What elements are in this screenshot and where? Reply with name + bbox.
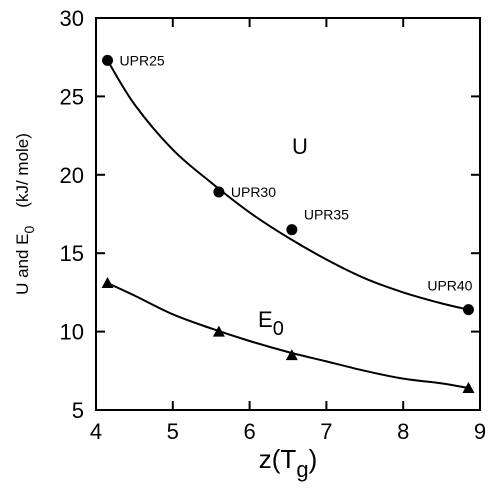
y-axis-label-units: (kJ/ mole) [13,133,32,208]
y-axis-label-sub: 0 [21,225,37,233]
data-point-e0 [462,382,475,394]
x-tick-label: 9 [474,419,486,444]
data-point-u [102,54,114,66]
point-label: UPR40 [427,278,472,294]
y-tick-label: 30 [60,6,84,31]
fit-curves [106,59,469,390]
point-labels: UPR25 UPR30 UPR35 UPR40 [120,52,473,293]
plot-frame [95,17,481,411]
y-axis-label: U and E0 (kJ/ mole) [13,133,37,295]
data-point-u [286,224,298,236]
x-tick-label: 6 [243,419,255,444]
y-axis-label-main: U and E [13,233,32,294]
x-axis-label-sub: g [296,457,308,482]
curve-label-e0-main: E [258,307,273,332]
y-tick-label: 10 [60,320,84,345]
y-tick-label: 5 [72,398,84,423]
x-tick-label: 7 [320,419,332,444]
curve-label-e0: E0 [258,307,284,340]
x-tick-label: 4 [90,419,102,444]
x-axis-label: z(Tg) [259,444,317,482]
y-axis-label-group: U and E0 (kJ/ mole) [13,133,37,295]
point-label: UPR35 [304,207,349,223]
data-points [101,54,475,394]
curve-label-e0-sub: 0 [273,318,284,340]
data-point-u [462,304,474,316]
curve-label-u: U [292,134,308,159]
x-tick-label: 5 [167,419,179,444]
data-point-u [213,186,225,198]
x-axis-label-main: z(T [259,444,297,474]
y-tick-label: 15 [60,241,84,266]
x-tick-label: 8 [397,419,409,444]
x-axis-label-close: ) [309,444,318,474]
tick-marks [95,17,481,411]
data-point-e0 [285,349,298,361]
data-point-e0 [101,276,114,288]
fit-curve-u [106,59,469,311]
y-tick-label: 20 [60,163,84,188]
data-point-e0 [212,325,225,337]
y-tick-label: 25 [60,84,84,109]
point-label: UPR25 [120,52,165,68]
fit-curve-e0 [107,282,469,390]
point-label: UPR30 [231,184,276,200]
